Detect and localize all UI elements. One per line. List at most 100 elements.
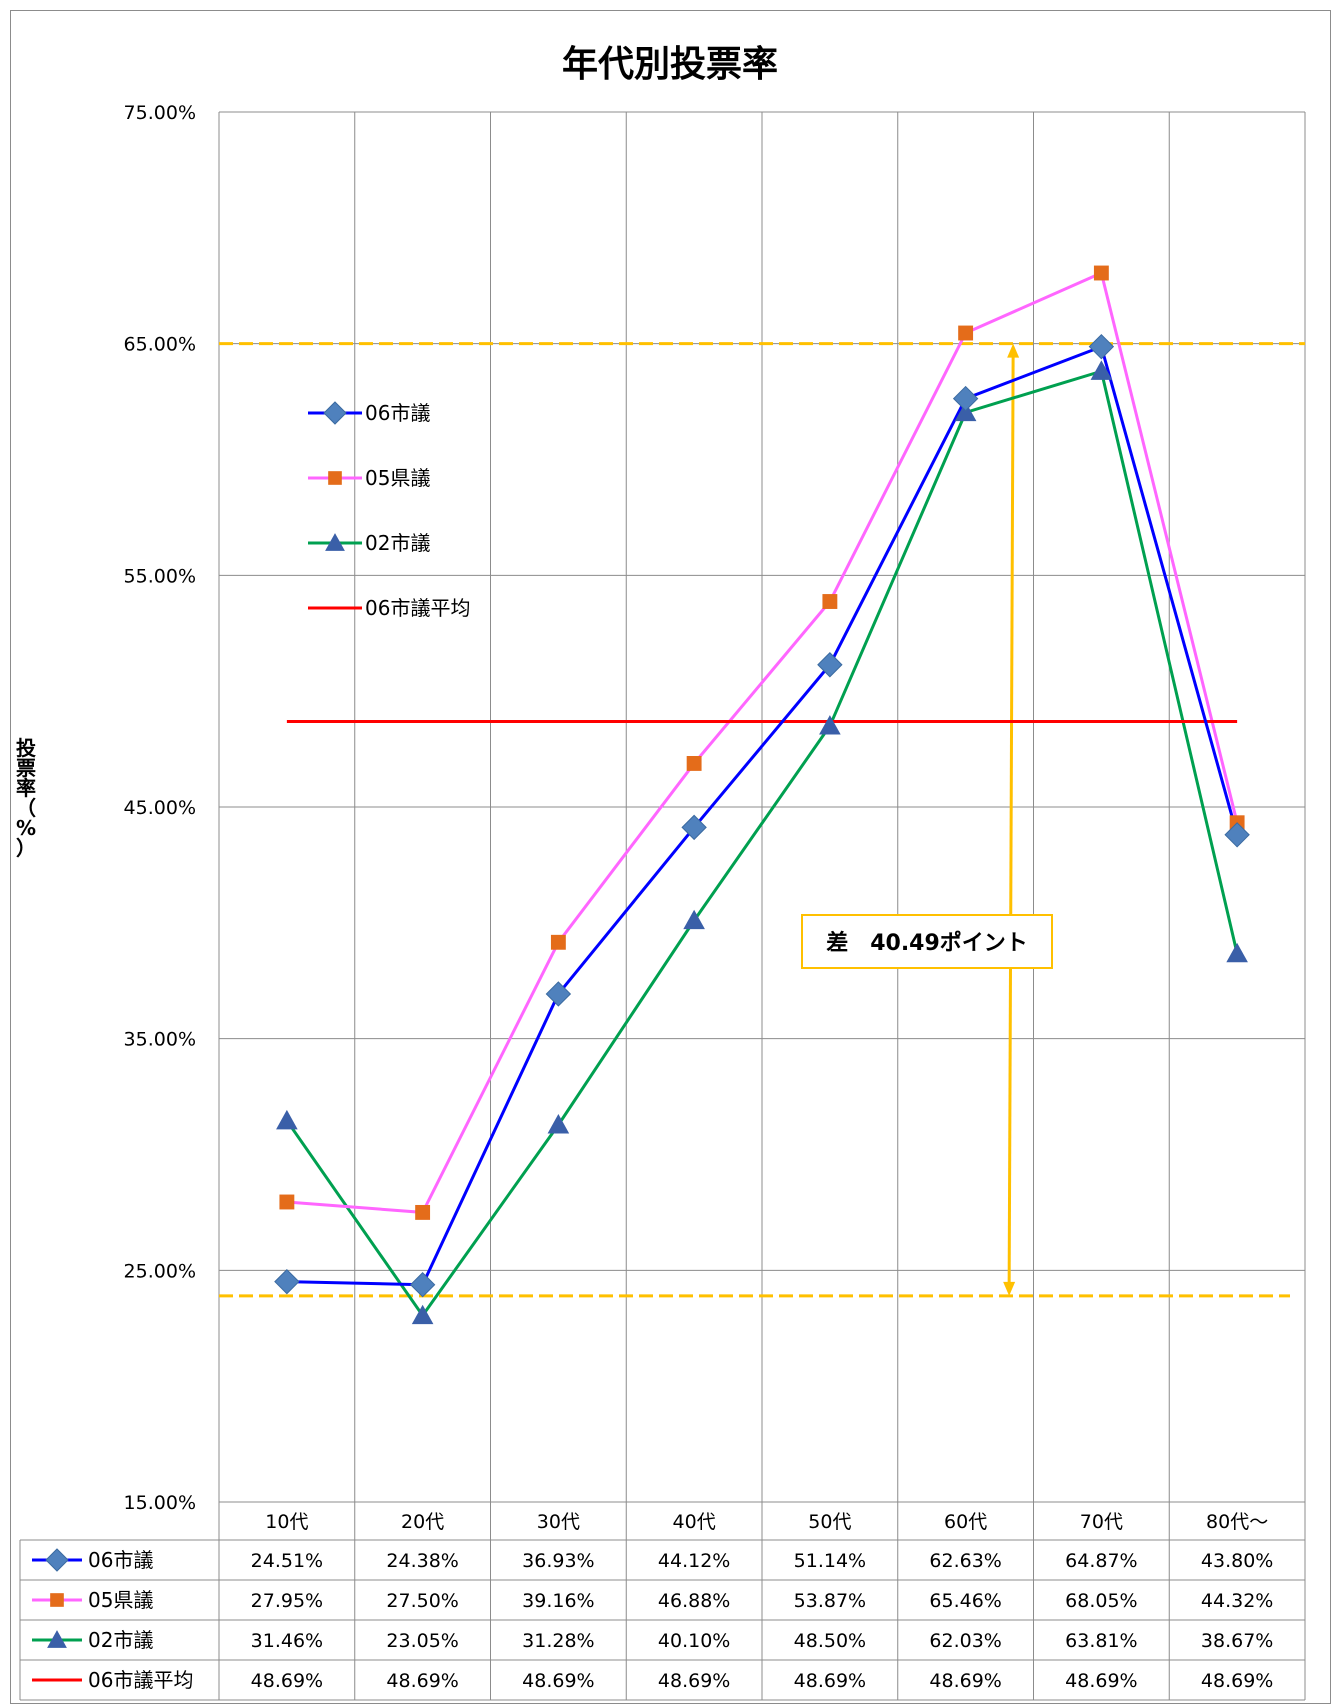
table-cell: 48.69% <box>1201 1670 1273 1692</box>
data-point <box>954 401 977 422</box>
table-series-name: 02市議 <box>88 1628 153 1652</box>
table-legend-marker <box>45 1548 69 1572</box>
data-point <box>683 909 705 930</box>
data-point <box>547 1114 570 1134</box>
table-cell: 64.87% <box>1065 1550 1137 1572</box>
table-cell: 23.05% <box>386 1630 458 1652</box>
grid: 15.00% 25.00% 35.00% 45.00% 55.00% 65.00% 75.0… <box>124 102 1306 1514</box>
data-point <box>545 981 572 1007</box>
table-cell: 65.46% <box>929 1590 1001 1612</box>
annotation: 差 40.49ポイント <box>801 914 1053 969</box>
legend-marker <box>328 471 342 485</box>
x-tick-label: 10代 <box>265 1511 308 1533</box>
table-cell: 39.16% <box>522 1590 594 1612</box>
y-tick-label: 35.00% <box>124 1029 196 1051</box>
x-tick-label: 20代 <box>401 1511 444 1533</box>
table-cell: 44.32% <box>1201 1590 1273 1612</box>
x-tick-label: 80代～ <box>1206 1511 1268 1533</box>
table-cell: 48.69% <box>1065 1670 1137 1692</box>
table-cell: 43.80% <box>1201 1550 1273 1572</box>
y-tick-label: 15.00% <box>124 1492 196 1514</box>
data-point <box>686 756 702 771</box>
data-point <box>279 1194 295 1210</box>
legend-label: 06市議 <box>365 401 430 425</box>
table-series-name: 06市議 <box>88 1548 153 1572</box>
series-line <box>286 344 1239 1287</box>
table-cell: 68.05% <box>1065 1590 1137 1612</box>
table-cell: 31.46% <box>251 1630 323 1652</box>
table-cell: 31.28% <box>522 1630 594 1652</box>
table-cell: 24.51% <box>251 1550 323 1572</box>
legend-label: 05県議 <box>365 466 430 490</box>
x-tick-label: 50代 <box>808 1511 851 1533</box>
data-point <box>822 594 838 609</box>
table-cell: 40.10% <box>658 1630 730 1652</box>
data-point <box>411 1304 434 1325</box>
annotation-guides <box>219 342 1305 1298</box>
arrow-head-up <box>1007 343 1020 358</box>
x-tick-label: 30代 <box>537 1511 580 1533</box>
table-legend-marker <box>50 1593 64 1607</box>
y-axis-label: 投票率（%） <box>16 736 36 860</box>
y-tick-label: 55.00% <box>124 565 196 587</box>
y-tick-label: 45.00% <box>124 797 196 819</box>
legend: 06市議 05県議 02市議 06市議平均 <box>308 401 470 620</box>
table-cell: 27.50% <box>386 1590 458 1612</box>
data-point <box>550 934 566 950</box>
table-cell: 62.03% <box>929 1630 1001 1652</box>
table-cell: 48.69% <box>522 1670 594 1692</box>
difference-arrow <box>1007 353 1015 1286</box>
y-tick-label: 75.00% <box>124 102 196 124</box>
data-point <box>409 1271 436 1298</box>
data-point <box>681 814 707 841</box>
annotation-box <box>801 914 1053 969</box>
series-line <box>285 369 1239 1319</box>
data-point <box>415 1204 431 1220</box>
table-cell: 62.63% <box>929 1550 1001 1572</box>
data-point <box>276 1109 298 1130</box>
table-cell: 24.38% <box>386 1550 458 1572</box>
data-point <box>1088 333 1115 360</box>
data-point <box>1226 942 1248 963</box>
table-series-name: 05県議 <box>88 1588 153 1612</box>
table-cell: 38.67% <box>1201 1630 1273 1652</box>
table-cell: 48.69% <box>794 1670 866 1692</box>
table-cell: 51.14% <box>794 1550 866 1572</box>
legend-label: 06市議平均 <box>365 596 470 620</box>
legend-marker <box>323 401 347 425</box>
annotation-text: 差 40.49ポイント <box>826 930 1028 956</box>
table-cell: 63.81% <box>1065 1630 1137 1652</box>
data-point <box>1093 265 1109 281</box>
table-series-name: 06市議平均 <box>88 1668 193 1692</box>
x-tick-label: 60代 <box>944 1511 987 1533</box>
data-point <box>958 325 974 341</box>
series-layer <box>274 265 1250 1325</box>
table-cell: 36.93% <box>522 1550 594 1572</box>
arrow-head-down <box>1003 1281 1016 1296</box>
chart-title: 年代別投票率 <box>562 44 778 85</box>
legend-marker <box>325 533 345 551</box>
x-tick-label: 70代 <box>1080 1511 1123 1533</box>
legend-label: 02市議 <box>365 531 430 555</box>
data-point <box>1090 360 1113 380</box>
table-cell: 44.12% <box>658 1550 730 1572</box>
table-cell: 53.87% <box>794 1590 866 1612</box>
data-point <box>1224 822 1250 848</box>
series-line <box>286 270 1239 1214</box>
data-point <box>952 385 979 412</box>
y-tick-label: 65.00% <box>124 334 196 356</box>
table-cell: 48.69% <box>251 1670 323 1692</box>
data-table: 10代 20代 30代 40代 50代 60代 70代 80代～ 06市議 24.51% 24.38… <box>19 1501 1306 1701</box>
table-cell: 48.69% <box>386 1670 458 1692</box>
x-tick-label: 40代 <box>673 1511 716 1533</box>
data-point <box>274 1268 300 1295</box>
table-cell: 48.50% <box>794 1630 866 1652</box>
table-cell: 27.95% <box>251 1590 323 1612</box>
data-point <box>819 715 841 735</box>
table-cell: 48.69% <box>658 1670 730 1692</box>
table-cell: 48.69% <box>929 1670 1001 1692</box>
table-legend-marker <box>47 1630 67 1648</box>
y-tick-label: 25.00% <box>124 1260 196 1282</box>
data-point <box>817 652 843 678</box>
